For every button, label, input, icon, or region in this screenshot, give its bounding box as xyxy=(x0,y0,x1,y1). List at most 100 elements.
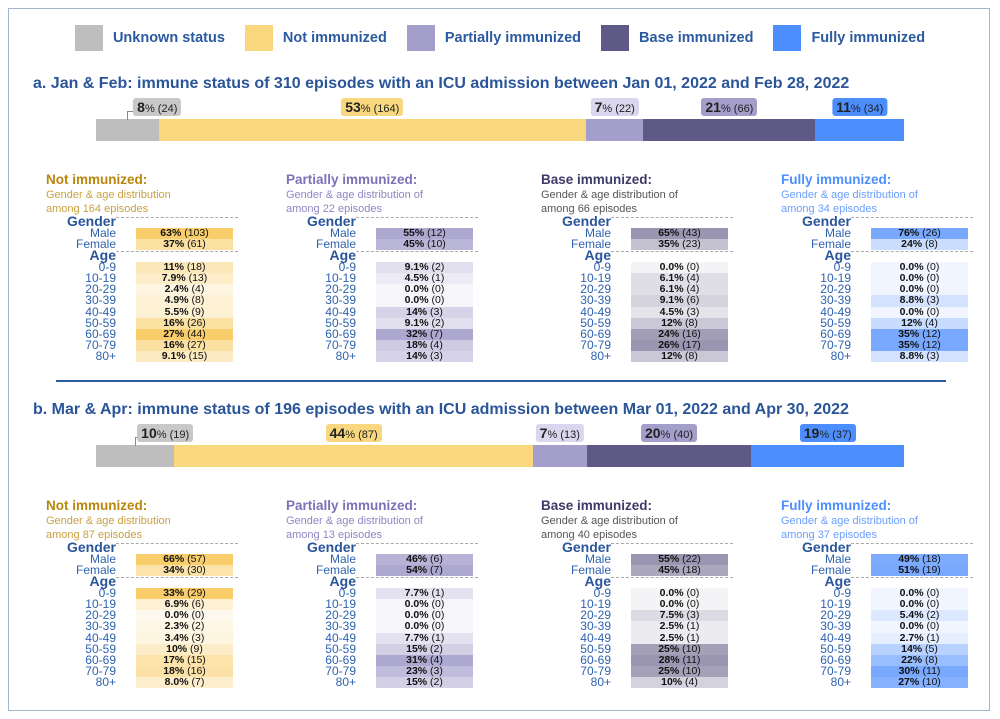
row-value: 25% (10) xyxy=(631,664,728,677)
gender-header: Gender xyxy=(286,214,486,228)
count-value: (3) xyxy=(923,294,940,307)
row-value: 0.0% (0) xyxy=(871,306,968,318)
count-value: (10) xyxy=(679,642,701,655)
count-value: (6) xyxy=(683,294,700,307)
age-row: 20-29 5.4% (2) xyxy=(781,609,981,622)
legend-swatch xyxy=(244,25,273,51)
stacked-bar xyxy=(96,119,904,141)
segment-count: (40) xyxy=(670,429,694,441)
row-value: 3.4% (3) xyxy=(136,632,233,644)
row-label: Male xyxy=(329,226,356,240)
percent-value: 55% xyxy=(403,227,425,239)
table-title: Fully immunized: xyxy=(781,172,892,187)
row-value: 24% (8) xyxy=(871,239,968,251)
count-value: (1) xyxy=(428,272,445,285)
count-value: (0) xyxy=(188,609,205,622)
row-label: 80+ xyxy=(95,348,116,363)
percent-value: 23% xyxy=(406,664,428,677)
age-row: 80+ 8.8% (3) xyxy=(781,350,981,363)
row-label: 60-69 xyxy=(820,652,851,667)
count-value: (4) xyxy=(682,675,698,688)
row-value: 10% (9) xyxy=(136,643,233,655)
age-header: Age xyxy=(286,573,486,590)
age-header: Age xyxy=(781,574,981,588)
legend-label: Base immunized xyxy=(639,30,754,46)
percent-value: 5.5% xyxy=(164,305,189,318)
age-row: 10-19 4.5% (1) xyxy=(286,272,486,285)
row-label: Male xyxy=(89,552,116,566)
gender-header: Gender xyxy=(286,540,486,554)
row-value: 14% (5) xyxy=(871,643,968,655)
percent-value: 45% xyxy=(403,238,425,251)
percent-value: 25% xyxy=(658,664,680,677)
row-label: 60-69 xyxy=(325,326,356,341)
row-label: 20-29 xyxy=(85,282,116,297)
count-value: (18) xyxy=(183,261,206,274)
count-value: (22) xyxy=(679,553,701,565)
segment-label: 10% (19) xyxy=(137,424,194,442)
age-row: 10-19 0.0% (0) xyxy=(781,272,981,285)
count-value: (4) xyxy=(922,316,938,329)
row-value: 9.1% (2) xyxy=(376,317,473,329)
legend-label: Partially immunized xyxy=(444,30,582,46)
segment-percent-sign: % xyxy=(850,103,861,115)
percent-value: 27% xyxy=(163,327,185,340)
row-label: 30-39 xyxy=(85,293,116,308)
bar-segment xyxy=(532,445,587,467)
row-value: 0.0% (0) xyxy=(631,588,728,600)
table-subtitle: Gender & age distribution of xyxy=(541,189,678,201)
table-subtitle: among 37 episodes xyxy=(781,529,878,541)
age-row: 50-59 25% (10) xyxy=(541,642,741,655)
age-row: 80+ 8.0% (7) xyxy=(46,676,246,689)
row-value: 0.0% (0) xyxy=(871,620,968,633)
percent-value: 76% xyxy=(898,227,920,239)
age-row: 60-69 24% (16) xyxy=(541,328,741,340)
row-value: 0.0% (0) xyxy=(871,588,968,600)
percent-value: 55% xyxy=(658,553,680,565)
segment-percent: 19 xyxy=(803,425,820,441)
age-header-label: Age xyxy=(329,573,356,590)
row-label: Female xyxy=(75,237,116,252)
count-value: (23) xyxy=(679,238,701,251)
age-row: 50-59 12% (8) xyxy=(541,317,741,329)
row-label: Female xyxy=(75,563,116,578)
table-subtitle: Gender & age distribution of xyxy=(286,515,423,527)
count-value: (0) xyxy=(923,283,940,296)
section-title: b. Mar & Apr: immune status of 196 episo… xyxy=(33,401,849,418)
percent-value: 51% xyxy=(898,564,920,577)
count-value: (3) xyxy=(683,609,700,622)
row-label: 0-9 xyxy=(338,260,356,275)
row-label: 30-39 xyxy=(820,293,851,308)
table-subtitle: among 40 episodes xyxy=(541,529,638,541)
segment-label: 19% (37) xyxy=(799,424,856,442)
age-row: 70-79 18% (4) xyxy=(286,339,486,351)
dashed-separator xyxy=(851,577,973,579)
percent-value: 12% xyxy=(901,316,923,329)
percent-value: 31% xyxy=(406,653,428,666)
percent-value: 26% xyxy=(658,338,680,351)
row-value: 45% (18) xyxy=(631,565,728,577)
age-header: Age xyxy=(286,248,486,262)
row-label: 20-29 xyxy=(820,282,851,297)
segment-percent: 11 xyxy=(836,99,851,115)
dashed-separator xyxy=(851,251,973,253)
age-row: 0-9 7.7% (1) xyxy=(286,587,486,600)
count-value: (2) xyxy=(188,620,205,633)
age-row: 50-59 16% (26) xyxy=(46,317,246,329)
row-label: 0-9 xyxy=(338,586,356,601)
age-header: Age xyxy=(781,248,981,262)
table-subtitle: among 66 episodes xyxy=(541,203,638,215)
row-label: Male xyxy=(89,226,116,240)
table-subtitle: among 87 episodes xyxy=(46,529,143,541)
row-label: 60-69 xyxy=(580,326,611,341)
table-subtitle: Gender & age distribution of xyxy=(541,515,678,527)
count-value: (12) xyxy=(919,327,941,340)
age-row: 80+ 10% (4) xyxy=(541,675,741,689)
legend-item: Partially immunized xyxy=(406,25,582,51)
percent-value: 28% xyxy=(658,653,680,666)
segment-label: 11% (34) xyxy=(832,98,888,116)
count-value: (0) xyxy=(923,620,940,633)
gender-row: Male 55% (12) xyxy=(286,227,486,240)
percent-value: 0.0% xyxy=(404,294,429,307)
count-value: (11) xyxy=(919,664,941,677)
